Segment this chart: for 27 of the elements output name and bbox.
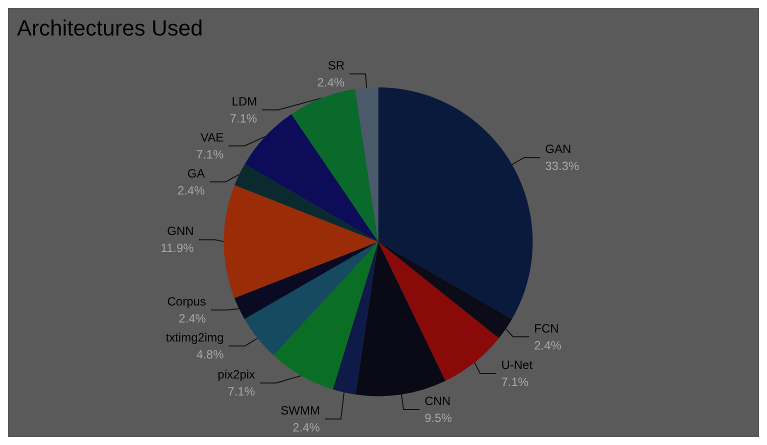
slice-label: Corpus xyxy=(167,294,206,309)
slice-label: GNN xyxy=(167,224,194,238)
data-label: 4.8% xyxy=(196,348,224,362)
slice-label: VAE xyxy=(200,130,224,144)
slice-label: txtimg2img xyxy=(166,330,224,345)
slice-label: U-Net xyxy=(501,358,534,372)
data-label: 7.1% xyxy=(196,147,224,162)
slice-label: GAN xyxy=(545,142,572,156)
data-label: 7.1% xyxy=(501,375,529,390)
slice-label: SR xyxy=(328,58,345,72)
slice-label: FCN xyxy=(534,321,559,336)
slice-label: LDM xyxy=(232,94,258,108)
data-label: 33.3% xyxy=(545,159,580,174)
data-label: 7.1% xyxy=(228,384,256,398)
data-label: 11.9% xyxy=(160,241,194,256)
slice-label: pix2pix xyxy=(218,368,256,382)
slice-label: CNN xyxy=(424,394,451,408)
data-label: 2.4% xyxy=(534,338,562,352)
slice-label: GA xyxy=(187,166,205,180)
chart-title: Architectures Used xyxy=(17,16,203,40)
slice-label: SWMM xyxy=(280,404,320,418)
data-label: 2.4% xyxy=(178,312,206,326)
data-label: 7.1% xyxy=(230,111,258,126)
data-label: 2.4% xyxy=(317,75,345,90)
data-label: 9.5% xyxy=(424,411,452,426)
data-label: 2.4% xyxy=(177,183,206,198)
data-label: 2.4% xyxy=(292,420,320,434)
